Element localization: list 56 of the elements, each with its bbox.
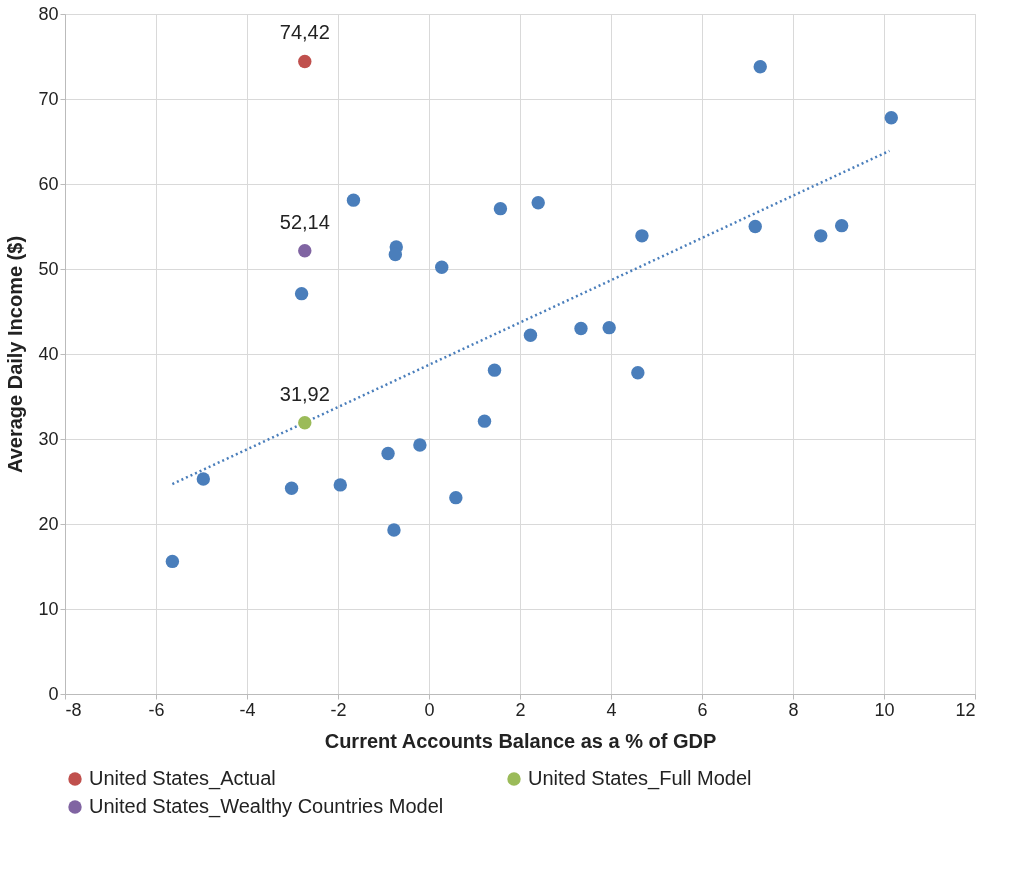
point — [165, 554, 180, 569]
x-tick-label: -6 — [148, 699, 165, 720]
point — [387, 523, 401, 537]
point — [574, 321, 588, 336]
point — [333, 478, 347, 492]
y-tick-label: 50 — [38, 258, 59, 279]
point — [298, 244, 312, 258]
x-tick-label: 10 — [874, 699, 895, 720]
point — [834, 218, 849, 233]
legend-label: United States_Wealthy Countries Model — [89, 795, 444, 818]
point — [381, 446, 395, 461]
x-axis-title: Current Accounts Balance as a % of GDP — [324, 729, 717, 752]
x-tick-label: 2 — [515, 699, 526, 720]
y-tick-label: 20 — [38, 513, 59, 534]
point — [748, 219, 762, 234]
data-label: 52,14 — [279, 210, 330, 233]
y-axis-title: Average Daily Income ($) — [4, 235, 27, 474]
x-tick-label: 12 — [955, 699, 976, 720]
point — [602, 320, 616, 335]
point — [523, 328, 538, 342]
point — [298, 415, 312, 430]
x-tick-label: 0 — [424, 699, 435, 720]
y-tick-label: 80 — [38, 3, 59, 24]
point — [814, 229, 828, 243]
point — [298, 54, 312, 69]
point — [635, 229, 649, 243]
point — [753, 60, 767, 74]
point — [284, 481, 299, 495]
y-tick-label: 30 — [38, 428, 59, 449]
point — [449, 490, 463, 505]
y-tick-label: 40 — [38, 343, 59, 364]
point — [487, 363, 502, 377]
point — [413, 438, 427, 452]
point — [884, 111, 898, 125]
point — [477, 414, 492, 428]
point — [631, 366, 645, 380]
y-tick-label: 10 — [38, 598, 59, 619]
x-tick-label: -4 — [239, 699, 256, 720]
data-label: 74,42 — [279, 21, 330, 44]
x-tick-label: -8 — [65, 699, 82, 720]
x-tick-label: -2 — [330, 699, 347, 720]
legend-label: United States_Actual — [89, 767, 276, 790]
point — [493, 201, 508, 216]
point — [346, 193, 361, 207]
y-tick-label: 60 — [38, 173, 59, 194]
x-tick-label: 6 — [697, 699, 708, 720]
point — [435, 260, 449, 274]
data-label: 31,92 — [279, 382, 330, 405]
point — [294, 286, 309, 301]
point — [196, 472, 211, 486]
point — [531, 196, 545, 210]
y-tick-label: 70 — [38, 88, 59, 109]
legend-label: United States_Full Model — [528, 767, 752, 790]
x-tick-label: 4 — [606, 699, 617, 720]
x-tick-label: 8 — [788, 699, 799, 720]
y-tick-label: 0 — [48, 683, 59, 704]
